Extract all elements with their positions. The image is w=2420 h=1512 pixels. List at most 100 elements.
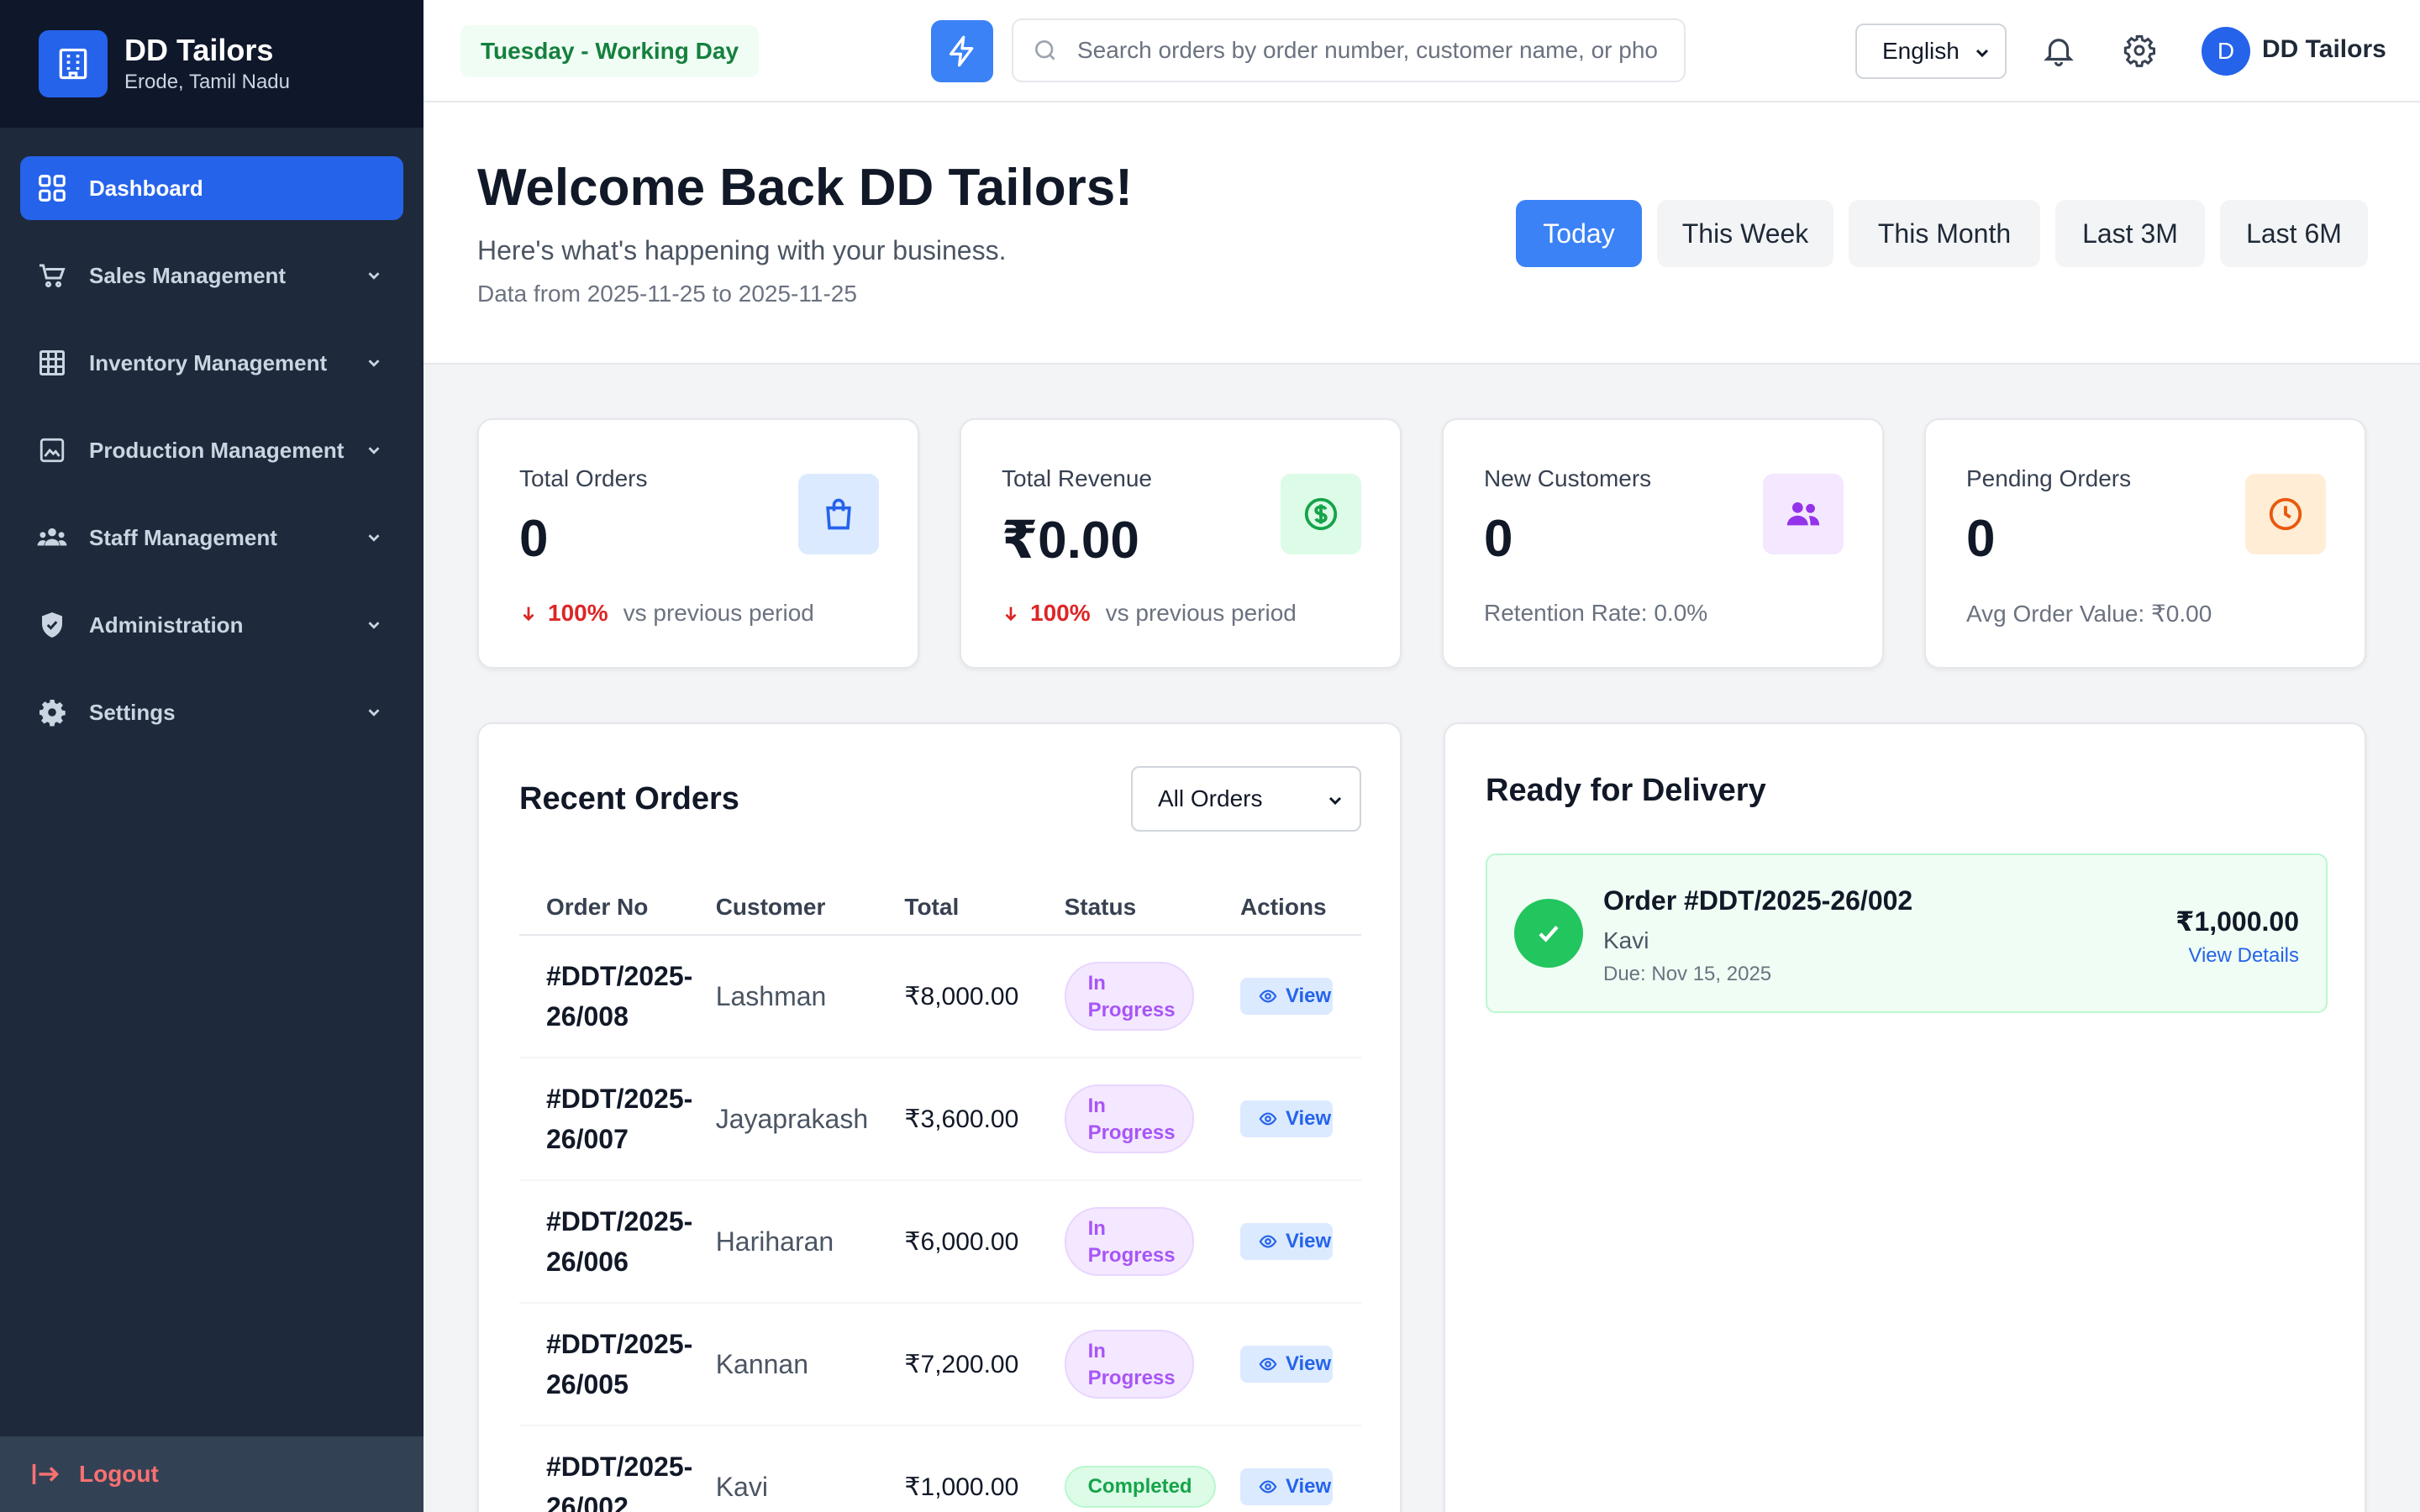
table-row[interactable]: #DDT/2025-26/005 Kannan ₹7,200.00 In Pro… — [519, 1304, 1361, 1426]
sidebar-item-settings[interactable]: Settings — [20, 680, 403, 744]
order-number: #DDT/2025-26/006 — [546, 1206, 693, 1277]
delivery-amount: ₹1,000.00 — [2175, 906, 2299, 937]
stat-value: 0 — [519, 510, 549, 568]
stat-footer: Retention Rate: 0.0% — [1484, 600, 1708, 626]
eye-icon — [1259, 1480, 1277, 1494]
stat-label: Pending Orders — [1966, 465, 2132, 491]
view-label: View — [1285, 1475, 1332, 1498]
order-total: ₹8,000.00 — [904, 982, 1019, 1011]
sidebar-item-dashboard[interactable]: Dashboard — [20, 156, 403, 220]
view-order-button[interactable]: View — [1239, 1346, 1333, 1383]
search-box[interactable] — [1012, 18, 1686, 82]
view-order-button[interactable]: View — [1239, 1468, 1333, 1505]
brand-location: Erode, Tamil Nadu — [124, 71, 290, 93]
eye-icon — [1259, 1235, 1277, 1248]
stat-value: ₹0.00 — [1002, 512, 1139, 570]
stat-label: New Customers — [1484, 465, 1652, 491]
stat-card-total-revenue: Total Revenue ₹0.00 100% vs previous per… — [960, 418, 1402, 669]
period-this-week-button[interactable]: This Week — [1657, 200, 1833, 267]
brand-name: DD Tailors — [124, 33, 274, 67]
view-order-button[interactable]: View — [1239, 1223, 1333, 1260]
period-today-button[interactable]: Today — [1516, 200, 1642, 267]
user-name[interactable]: DD Tailors — [2262, 35, 2386, 63]
view-order-button[interactable]: View — [1239, 1100, 1333, 1137]
sidebar-item-label: Settings — [89, 699, 176, 725]
sidebar-item-label: Staff Management — [89, 524, 277, 550]
chevron-down-icon — [363, 527, 385, 549]
sidebar-item-staff-management[interactable]: Staff Management — [20, 506, 403, 570]
sidebar-nav: Dashboard Sales Management Inventory Man… — [0, 128, 424, 744]
stat-change-text: vs previous period — [623, 600, 814, 626]
column-header: Order No — [546, 894, 649, 920]
gear-icon — [35, 696, 69, 729]
chevron-down-icon — [363, 701, 385, 723]
search-icon — [1035, 40, 1055, 60]
order-total: ₹6,000.00 — [904, 1227, 1019, 1256]
table-row[interactable]: #DDT/2025-26/006 Hariharan ₹6,000.00 In … — [519, 1181, 1361, 1304]
chevron-down-icon — [363, 439, 385, 461]
search-input[interactable] — [1077, 37, 1657, 64]
table-row[interactable]: #DDT/2025-26/002 Kavi ₹1,000.00 Complete… — [519, 1426, 1361, 1512]
check-circle-icon — [1514, 899, 1583, 968]
customer-name: Kannan — [715, 1348, 809, 1379]
recent-orders-panel: Recent Orders All Orders Order No Custom… — [477, 722, 1402, 1512]
notifications-button[interactable] — [2039, 30, 2079, 71]
quick-action-button[interactable] — [931, 20, 993, 82]
welcome-subtitle: Here's what's happening with your busine… — [477, 235, 1007, 265]
stat-card-total-orders: Total Orders 0 100% vs previous period — [477, 418, 919, 669]
chevron-down-icon — [1324, 790, 1346, 811]
chevron-down-icon — [1971, 42, 1993, 64]
brand-header: DD Tailors Erode, Tamil Nadu — [0, 0, 424, 128]
stat-change: 100% vs previous period — [519, 600, 814, 627]
delivery-order-number: Order #DDT/2025-26/002 — [1603, 885, 1913, 916]
view-details-link[interactable]: View Details — [2188, 944, 2299, 967]
period-last-3m-button[interactable]: Last 3M — [2055, 200, 2205, 267]
delivery-customer: Kavi — [1603, 927, 1649, 953]
table-header: Order No Customer Total Status Actions — [519, 880, 1361, 936]
sidebar-item-administration[interactable]: Administration — [20, 593, 403, 657]
stat-footer: Avg Order Value: ₹0.00 — [1966, 601, 2212, 627]
delivery-item[interactable]: Order #DDT/2025-26/002 Kavi Due: Nov 15,… — [1486, 853, 2328, 1013]
orders-filter-value: All Orders — [1158, 785, 1263, 811]
avatar[interactable]: D — [2202, 27, 2250, 76]
people-icon — [35, 521, 69, 554]
order-number: #DDT/2025-26/005 — [546, 1329, 693, 1399]
logout-label: Logout — [79, 1461, 159, 1487]
arrow-down-icon — [523, 606, 534, 622]
welcome-banner: Welcome Back DD Tailors! Here's what's h… — [424, 102, 2420, 365]
eye-icon — [1259, 1112, 1277, 1126]
sidebar-item-label: Production Management — [89, 437, 345, 463]
sidebar-item-inventory-management[interactable]: Inventory Management — [20, 331, 403, 395]
chevron-down-icon — [363, 614, 385, 636]
page-title: Welcome Back DD Tailors! — [477, 159, 1133, 217]
view-order-button[interactable]: View — [1239, 978, 1333, 1015]
period-last-6m-button[interactable]: Last 6M — [2220, 200, 2368, 267]
grid-icon — [35, 171, 69, 205]
view-label: View — [1285, 984, 1332, 1007]
period-this-month-button[interactable]: This Month — [1849, 200, 2040, 267]
shopping-bag-icon — [798, 474, 879, 554]
date-range: Data from 2025-11-25 to 2025-11-25 — [477, 281, 857, 307]
sidebar-item-label: Dashboard — [89, 175, 203, 201]
logout-button[interactable]: Logout — [0, 1436, 424, 1512]
sidebar-item-production-management[interactable]: Production Management — [20, 418, 403, 482]
customer-name: Hariharan — [715, 1226, 834, 1257]
settings-button[interactable] — [2119, 30, 2160, 71]
orders-filter-select[interactable]: All Orders — [1131, 766, 1361, 832]
table-row[interactable]: #DDT/2025-26/007 Jayaprakash ₹3,600.00 I… — [519, 1058, 1361, 1181]
eye-icon — [1259, 1357, 1277, 1371]
customer-name: Jayaprakash — [715, 1103, 869, 1134]
order-number: #DDT/2025-26/002 — [546, 1452, 693, 1512]
language-select[interactable]: English — [1855, 24, 2007, 79]
stat-card-pending-orders: Pending Orders 0 Avg Order Value: ₹0.00 — [1924, 418, 2366, 669]
stat-change-text: vs previous period — [1105, 600, 1297, 626]
table-row[interactable]: #DDT/2025-26/008 Lashman ₹8,000.00 In Pr… — [519, 936, 1361, 1058]
image-icon — [35, 433, 69, 467]
chevron-down-icon — [363, 352, 385, 374]
stat-card-new-customers: New Customers 0 Retention Rate: 0.0% — [1442, 418, 1884, 669]
order-total: ₹1,000.00 — [904, 1473, 1019, 1501]
dollar-circle-icon — [1281, 474, 1361, 554]
sidebar-item-sales-management[interactable]: Sales Management — [20, 244, 403, 307]
recent-orders-title: Recent Orders — [519, 781, 739, 816]
stat-change: 100% vs previous period — [1002, 600, 1297, 627]
